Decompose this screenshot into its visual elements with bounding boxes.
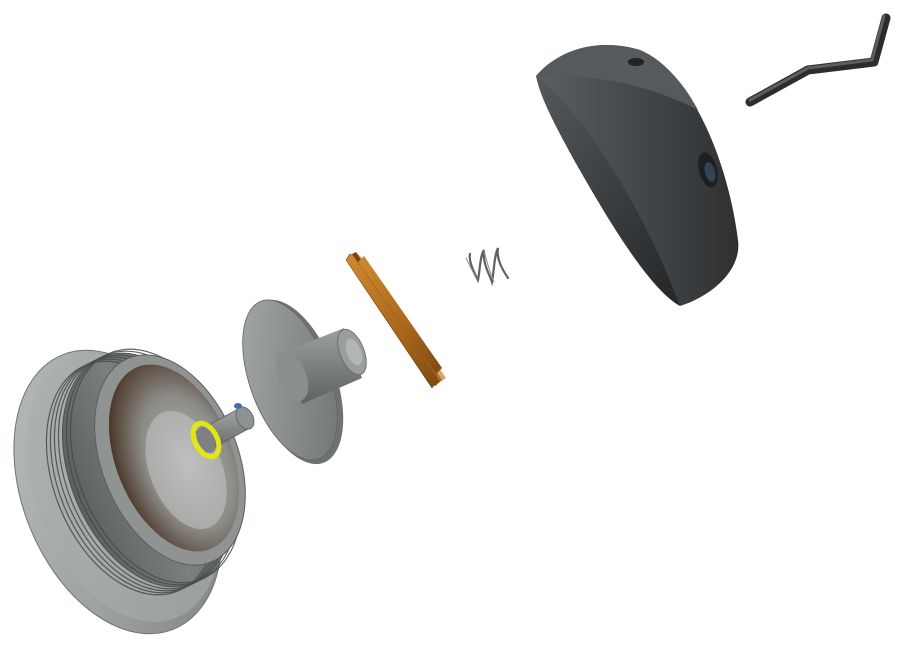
bent-wire-handle [745, 13, 891, 107]
stepped-disc [242, 299, 367, 465]
dome-cap [536, 45, 739, 306]
o-ring [190, 420, 222, 460]
threaded-flange-base [13, 348, 246, 635]
gasket-plate [345, 252, 446, 389]
spindle-shaft [190, 403, 255, 460]
coil-spring [465, 247, 510, 287]
